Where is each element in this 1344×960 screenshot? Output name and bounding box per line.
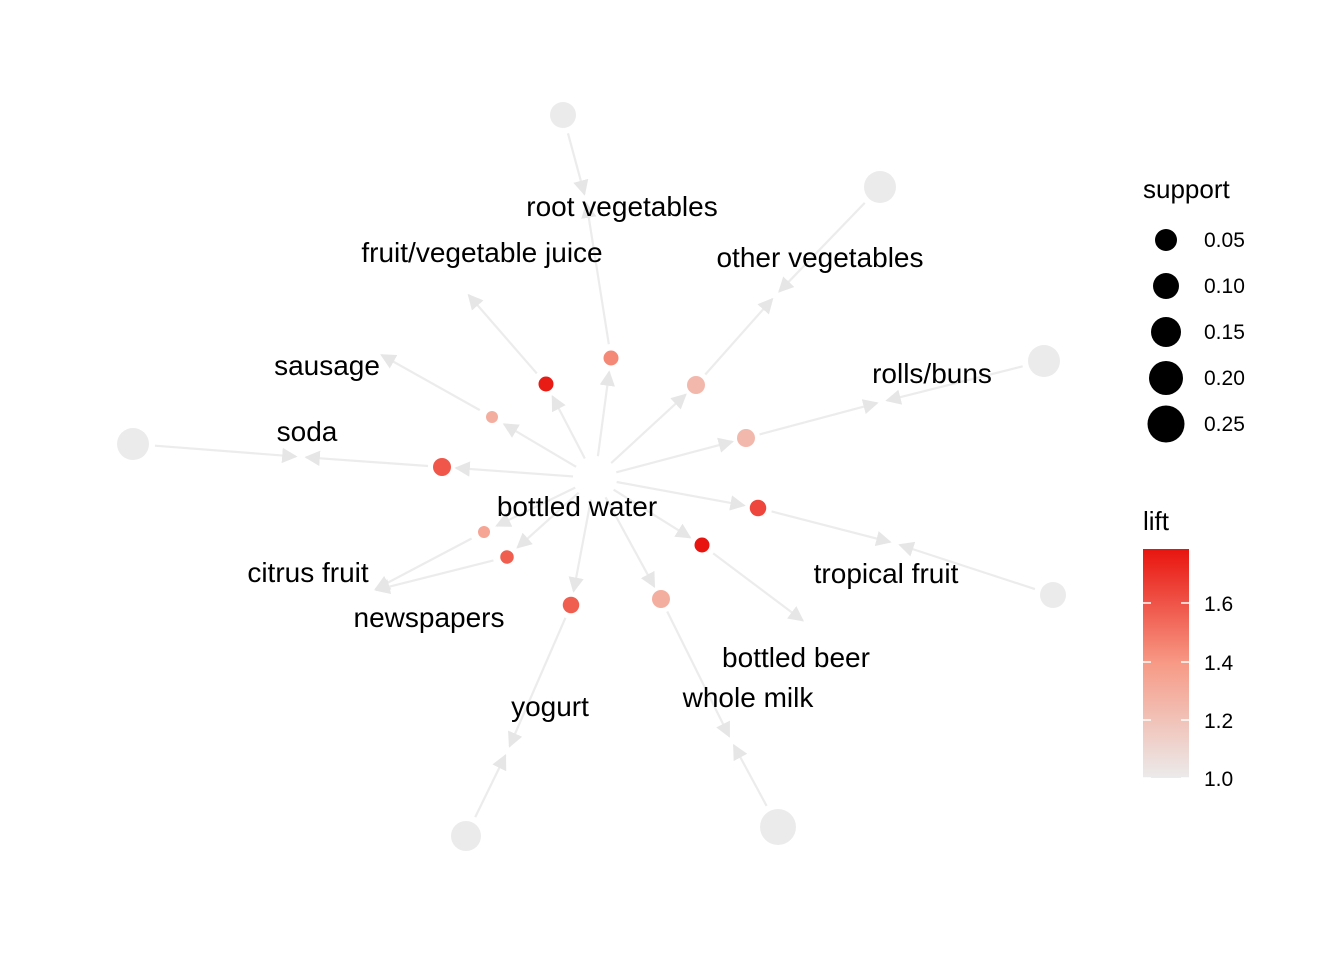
support-legend-label-1: 0.05	[1204, 229, 1245, 252]
item-node-whole-milk	[760, 809, 796, 845]
item-label-sausage: sausage	[274, 350, 380, 381]
edge-rule-8-to-item	[771, 510, 892, 547]
item-node-soda	[117, 428, 149, 460]
rule-node-1	[603, 350, 619, 366]
rule-node-3	[687, 376, 705, 394]
edge-bottled-water-to-rule-6	[454, 461, 574, 478]
edge-bottled-water-to-rule-5	[615, 437, 734, 474]
item-label-yogurt: yogurt	[511, 691, 589, 722]
rule-node-10	[694, 537, 710, 553]
edge-bottled-water-to-rule-7	[495, 486, 576, 527]
edge-rule-1-to-item	[581, 202, 610, 345]
edge-rule-3-to-item	[704, 297, 774, 376]
edge-bottled-water-to-rule-1	[596, 370, 615, 457]
nodes-layer	[117, 102, 1066, 851]
edge-rule-7-to-item	[374, 537, 473, 591]
edges-layer	[154, 133, 1036, 818]
rule-node-6	[433, 458, 451, 476]
edge-bottled-water-to-rule-2	[551, 395, 586, 459]
support-legend: support 0.05 0.10 0.15 0.20 0.25	[1143, 174, 1245, 443]
edge-bottled-water-to-rule-9	[516, 491, 580, 549]
lift-tick-label-4: 1.6	[1204, 593, 1233, 616]
edge-bottled-water-to-rule-4	[502, 423, 577, 468]
edge-rule-10-to-item	[712, 552, 805, 622]
edge-rule-9-to-item	[374, 559, 494, 595]
item-node-root-vegetables	[550, 102, 576, 128]
item-label-whole-milk: whole milk	[682, 682, 815, 713]
edge-item-yogurt-out	[474, 754, 507, 818]
edge-bottled-water-to-rule-12	[568, 499, 592, 593]
edge-bottled-water-to-rule-8	[616, 480, 746, 511]
item-label-rolls-buns: rolls/buns	[872, 358, 992, 389]
support-legend-label-5: 0.25	[1204, 413, 1245, 436]
lift-legend-title: lift	[1143, 506, 1170, 536]
item-label-fruit-vegetable-juice: fruit/vegetable juice	[361, 237, 602, 268]
rule-node-4	[486, 411, 498, 423]
rule-node-9	[500, 550, 514, 564]
edge-bottled-water-to-rule-3	[610, 393, 687, 464]
support-legend-key-3	[1151, 317, 1181, 347]
edge-item-rolls_buns-out	[885, 365, 1023, 405]
rule-node-8	[749, 499, 767, 517]
edge-bottled-water-to-rule-10	[613, 488, 692, 539]
support-legend-title: support	[1143, 174, 1230, 204]
edge-item-tropical_fruit-out	[898, 541, 1036, 591]
item-label-citrus-fruit: citrus fruit	[247, 557, 369, 588]
support-legend-key-4	[1149, 361, 1183, 395]
item-label-soda: soda	[277, 416, 338, 447]
edge-rule-4-to-item	[380, 353, 481, 412]
item-node-other-vegetables	[864, 171, 896, 203]
center-label-bottled-water: bottled water	[497, 491, 657, 522]
edge-item-whole_milk-out	[732, 743, 768, 807]
lift-tick-label-3: 1.4	[1204, 652, 1234, 675]
rule-node-12	[562, 596, 580, 614]
support-legend-label-4: 0.20	[1204, 367, 1245, 390]
edge-item-soda-out	[154, 444, 298, 464]
labels-layer: root vegetables fruit/vegetable juice othe…	[247, 191, 992, 722]
rule-node-11	[652, 590, 670, 608]
support-legend-key-1	[1155, 229, 1177, 251]
support-legend-key-5	[1147, 405, 1185, 443]
item-node-yogurt	[451, 821, 481, 851]
edge-item-other_vegetables-out	[778, 202, 866, 293]
edge-item-root_vegetables-out	[566, 133, 589, 196]
item-node-rolls-buns	[1028, 345, 1060, 377]
lift-colorbar-ticks	[1143, 602, 1189, 779]
rule-node-2	[538, 376, 554, 392]
support-legend-key-2	[1153, 273, 1179, 299]
edge-rule-2-to-item	[467, 293, 538, 375]
edge-rule-5-to-item	[759, 399, 879, 436]
item-label-bottled-beer: bottled beer	[722, 642, 870, 673]
item-label-root-vegetables: root vegetables	[526, 191, 717, 222]
lift-legend: lift 1.0 1.2 1.4 1.6	[1143, 506, 1234, 791]
item-label-tropical-fruit: tropical fruit	[814, 558, 959, 589]
lift-colorbar	[1143, 549, 1189, 778]
rule-node-5	[737, 429, 755, 447]
support-legend-label-3: 0.15	[1204, 321, 1245, 344]
edge-rule-6-to-item	[304, 450, 429, 468]
lift-tick-label-1: 1.0	[1204, 768, 1233, 791]
lift-tick-label-2: 1.2	[1204, 710, 1233, 733]
rule-node-7	[478, 526, 490, 538]
support-legend-label-2: 0.10	[1204, 275, 1245, 298]
edge-bottled-water-to-rule-11	[604, 496, 656, 589]
edge-rule-11-to-item	[666, 611, 731, 738]
item-node-tropical-fruit	[1040, 582, 1066, 608]
item-label-other-vegetables: other vegetables	[716, 242, 923, 273]
edge-rule-12-to-item	[508, 617, 567, 748]
item-label-newspapers: newspapers	[354, 602, 505, 633]
